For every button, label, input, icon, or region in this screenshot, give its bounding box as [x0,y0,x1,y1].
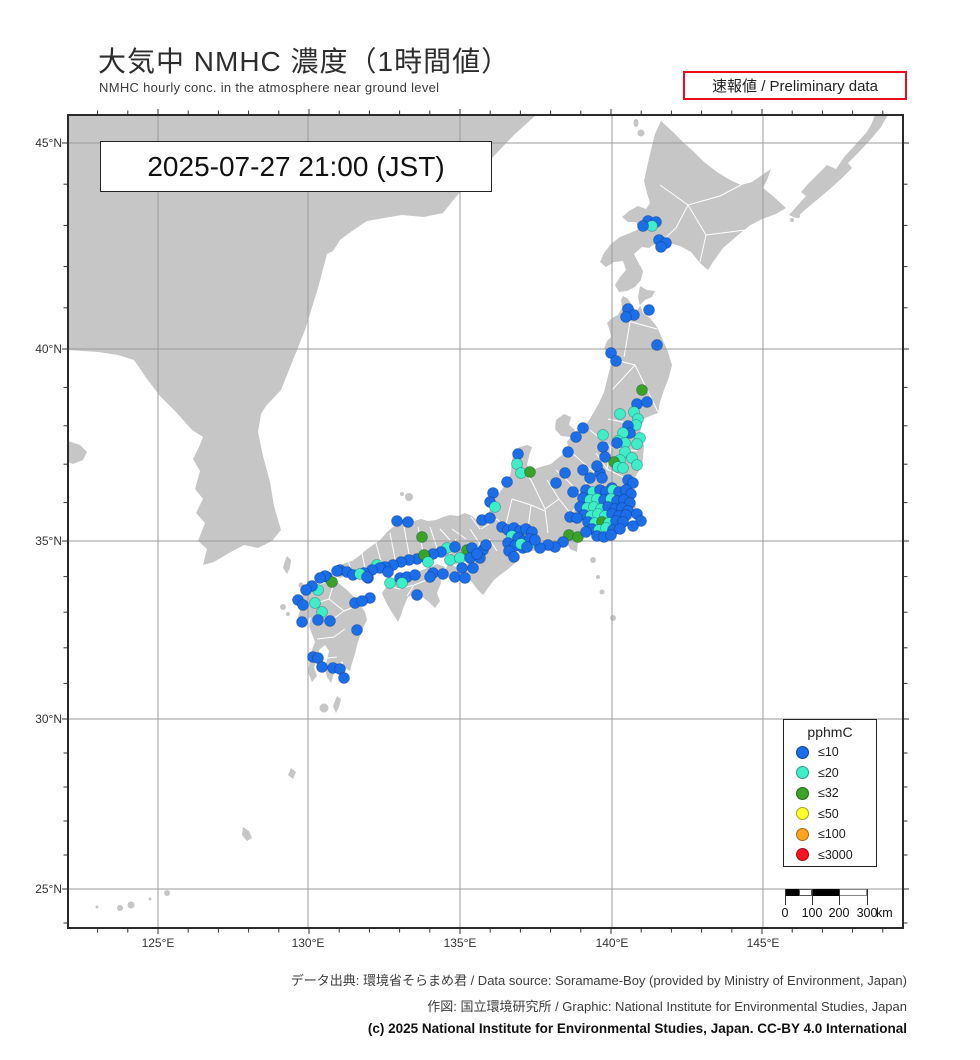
legend-item: ≤10 [784,742,876,763]
scale-tick [867,889,869,905]
okinawa [242,827,252,841]
sado-island [555,414,575,437]
scale-tick [812,889,814,905]
timestamp-box: 2025-07-27 21:00 (JST) [100,141,492,192]
legend-item-label: ≤20 [818,765,839,780]
legend-item: ≤32 [784,783,876,804]
legend-item-label: ≤100 [818,827,846,842]
legend-item-label: ≤32 [818,786,839,801]
station-dots [292,215,672,684]
map-frame [67,114,904,929]
scale-segment [785,889,799,896]
scale-segment [839,889,867,896]
tsushima-island [283,556,291,574]
svg-text:135°E: 135°E [444,936,477,950]
svg-text:25°N: 25°N [35,882,62,896]
scale-tick [785,889,787,905]
legend-rows: ≤10 ≤20 ≤32 ≤50 ≤100 ≤3000 [784,742,876,865]
page-subtitle: NMHC hourly conc. in the atmosphere near… [99,80,440,95]
legend-color-dot [796,827,809,841]
legend-color-dot [796,766,809,780]
svg-text:125°E: 125°E [142,936,175,950]
preliminary-data-badge: 速報値 / Preliminary data [683,71,907,100]
legend-color-dot [796,848,809,862]
tanegashima [333,696,341,713]
scale-unit: km [876,906,893,920]
footer-copyright: (c) 2025 National Institute for Environm… [367,1021,907,1036]
legend-item: ≤50 [784,804,876,825]
scale-segment [812,889,839,896]
svg-text:130°E: 130°E [292,936,325,950]
legend: pphmC ≤10 ≤20 ≤32 ≤50 ≤100 ≤3000 [783,719,877,867]
svg-text:30°N: 30°N [35,712,62,726]
legend-item-label: ≤50 [818,806,839,821]
scale-tick [839,889,841,905]
graticule [68,115,903,928]
legend-title: pphmC [807,724,853,740]
svg-text:45°N: 45°N [35,136,62,150]
scale-tick-label: 100 [801,906,823,920]
legend-item: ≤3000 [784,845,876,866]
kuril-islands [789,115,888,218]
legend-color-dot [796,807,809,821]
svg-text:145°E: 145°E [747,936,780,950]
scale-tick-label: 0 [781,906,789,920]
scale-bar: 0 100 200 300 km [781,884,913,922]
legend-item: ≤20 [784,763,876,784]
svg-text:140°E: 140°E [596,936,629,950]
legend-item-label: ≤10 [818,745,839,760]
legend-color-dot [796,745,809,759]
legend-color-dot [796,786,809,800]
legend-item-label: ≤3000 [818,847,853,862]
svg-text:35°N: 35°N [35,534,62,548]
scale-tick-label: 200 [828,906,850,920]
axis-labels: 45°N 40°N 35°N 30°N 25°N 125°E 130°E 135°E 140°E… [35,136,779,950]
footer-data-source: データ出典: 環境省そらまめ君 / Data source: Soramame-… [290,973,907,988]
shandong-tip [68,441,87,464]
amami [288,768,296,779]
footer-graphic-credit: 作図: 国立環境研究所 / Graphic: National Institut… [427,999,907,1014]
continent-asia [68,115,536,565]
scale-segment [798,889,812,896]
page-title: 大気中 NMHC 濃度（1時間値） [98,46,511,77]
svg-text:40°N: 40°N [35,342,62,356]
legend-item: ≤100 [784,824,876,845]
scale-tick-label: 300 [856,906,878,920]
hokkaido [600,121,786,292]
